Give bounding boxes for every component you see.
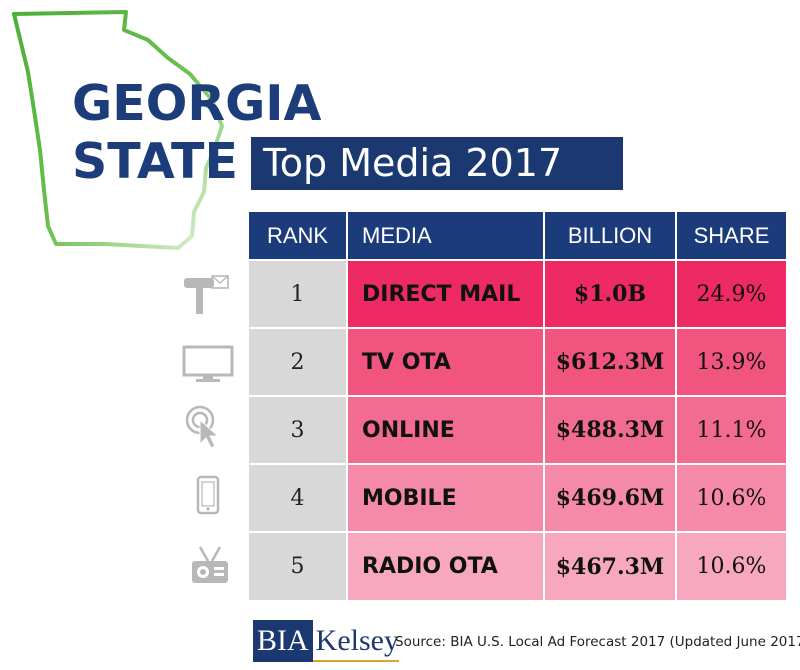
media-cell: ONLINE — [347, 395, 545, 464]
rank-cell: 2 — [249, 327, 348, 396]
smartphone-icon — [196, 475, 220, 515]
radio-icon — [192, 546, 228, 583]
georgia-state-outline — [12, 10, 224, 250]
column-header-billion: BILLION — [544, 212, 677, 260]
share-cell: 11.1% — [676, 395, 786, 464]
billion-cell: $467.3M — [544, 531, 677, 600]
table-row: 1 DIRECT MAIL $1.0B 24.9% — [249, 259, 786, 328]
column-header-media: MEDIA — [347, 212, 545, 260]
billion-cell: $612.3M — [544, 327, 677, 396]
media-cell: TV OTA — [347, 327, 545, 396]
rank-cell: 5 — [249, 531, 348, 600]
billion-cell: $469.6M — [544, 463, 677, 532]
table-row: 2 TV OTA $612.3M 13.9% — [249, 327, 786, 396]
title-georgia: GEORGIA — [72, 75, 322, 132]
rank-cell: 4 — [249, 463, 348, 532]
billion-cell: $488.3M — [544, 395, 677, 464]
media-cell: RADIO OTA — [347, 531, 545, 600]
top-media-table: RANK MEDIA BILLION SHARE 1 DIRECT MAIL $… — [249, 212, 786, 600]
share-cell: 10.6% — [676, 531, 786, 600]
share-cell: 13.9% — [676, 327, 786, 396]
table-row: 5 RADIO OTA $467.3M 10.6% — [249, 531, 786, 600]
title-banner: Top Media 2017 — [251, 137, 623, 190]
media-cell: DIRECT MAIL — [347, 259, 545, 328]
tv-icon — [182, 345, 234, 382]
media-cell: MOBILE — [347, 463, 545, 532]
bia-kelsey-logo: BIA Kelsey — [253, 620, 399, 662]
table-row: 4 MOBILE $469.6M 10.6% — [249, 463, 786, 532]
rank-cell: 3 — [249, 395, 348, 464]
logo-bia-text: BIA — [253, 620, 313, 662]
billion-cell: $1.0B — [544, 259, 677, 328]
table-row: 3 ONLINE $488.3M 11.1% — [249, 395, 786, 464]
mailbox-icon — [184, 275, 229, 314]
share-cell: 10.6% — [676, 463, 786, 532]
source-note: Source: BIA U.S. Local Ad Forecast 2017 … — [395, 634, 800, 650]
column-header-rank: RANK — [249, 212, 348, 260]
click-cursor-icon — [185, 405, 220, 449]
logo-kelsey-text: Kelsey — [312, 620, 399, 662]
title-state: STATE — [72, 133, 238, 190]
table-header-row: RANK MEDIA BILLION SHARE — [249, 212, 786, 260]
share-cell: 24.9% — [676, 259, 786, 328]
rank-cell: 1 — [249, 259, 348, 328]
column-header-share: SHARE — [676, 212, 786, 260]
